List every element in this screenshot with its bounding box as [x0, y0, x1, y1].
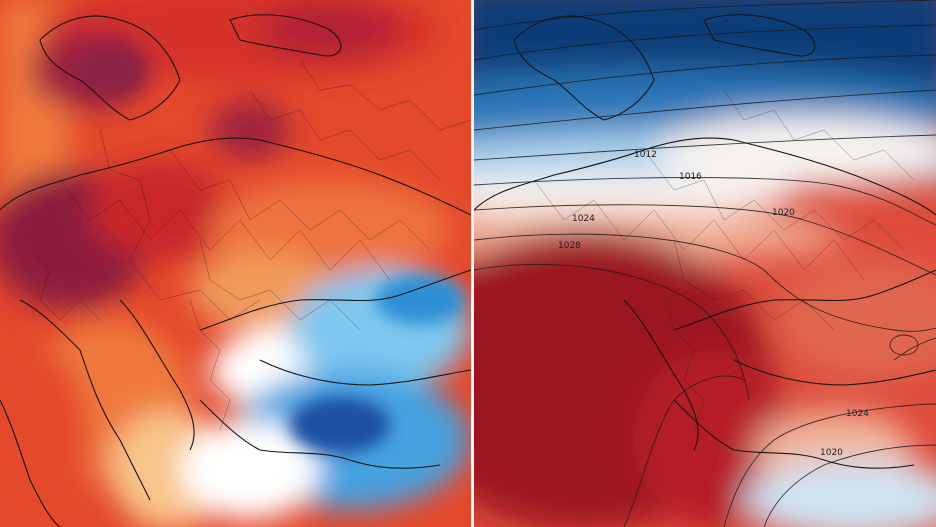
- coastlines: [474, 14, 936, 469]
- coast-blacksea-south: [733, 359, 936, 386]
- anomaly-balkan-mild: [190, 250, 330, 330]
- coast-turkey-south: [199, 399, 441, 469]
- isobar: [474, 177, 936, 226]
- isobar: [474, 233, 936, 332]
- isobar-label: 1024: [846, 409, 869, 419]
- anomaly-iberia-warm: [0, 350, 90, 527]
- anomaly-anatolia-very-cold: [290, 397, 390, 453]
- admin-borders: [29, 59, 471, 431]
- anomaly-norway-deepest: [75, 45, 145, 95]
- isobar: [763, 444, 936, 527]
- isobars: [474, 0, 936, 527]
- coast-italy-east: [623, 299, 699, 451]
- coast-italy-east: [119, 299, 195, 451]
- isobar: [474, 263, 750, 401]
- coast-scandinavia: [39, 15, 181, 121]
- isobar: [893, 337, 936, 361]
- isobar: [474, 134, 936, 161]
- coast-north-european: [0, 137, 471, 216]
- coast-iberia-east: [0, 399, 61, 527]
- isobar: [474, 24, 936, 61]
- anomaly-baltic-deep: [210, 100, 290, 160]
- isobar-labels: 1012 1016 1020 1024 1028 1024 1020: [558, 150, 869, 458]
- isobar: [474, 204, 936, 276]
- isobar: [889, 334, 919, 356]
- coast-finland: [229, 14, 342, 57]
- isobar-label: 1016: [679, 172, 702, 182]
- coast-turkey-south: [673, 399, 915, 469]
- coastlines: [0, 14, 471, 527]
- panel-divider: [471, 0, 474, 527]
- coast-blacksea-north: [199, 269, 471, 331]
- coast-blacksea-south: [259, 359, 471, 386]
- temperature-anomaly-svg: [0, 0, 471, 527]
- coast-finland: [703, 14, 816, 57]
- coast-scandinavia: [513, 15, 655, 121]
- coast-blacksea-north: [673, 269, 936, 331]
- pressure-white-east: [654, 115, 936, 185]
- isobar-label: 1012: [634, 150, 657, 160]
- admin-borders: [533, 89, 915, 431]
- pressure-levant-blue: [744, 460, 936, 527]
- isobar-label: 1020: [820, 448, 843, 458]
- isobar: [723, 403, 936, 527]
- coast-italy-west: [19, 299, 151, 501]
- anomaly-east-cold: [375, 275, 465, 325]
- pressure-svg: 1012 1016 1020 1024 1028 1024 1020: [474, 0, 936, 527]
- isobar-label: 1028: [558, 241, 581, 251]
- anomaly-aegean-neutral: [180, 420, 320, 520]
- temperature-anomaly-map: [0, 0, 471, 527]
- isobar: [474, 54, 936, 96]
- isobar: [474, 89, 936, 131]
- coast-north-european: [474, 137, 936, 216]
- pressure-high-south: [634, 350, 794, 527]
- anomaly-central-hot: [90, 160, 230, 260]
- isobar-label: 1024: [572, 214, 595, 224]
- isobar-label: 1020: [772, 208, 795, 218]
- pressure-east-red: [774, 260, 936, 380]
- isobar: [474, 0, 936, 31]
- pressure-map: 1012 1016 1020 1024 1028 1024 1020: [474, 0, 936, 527]
